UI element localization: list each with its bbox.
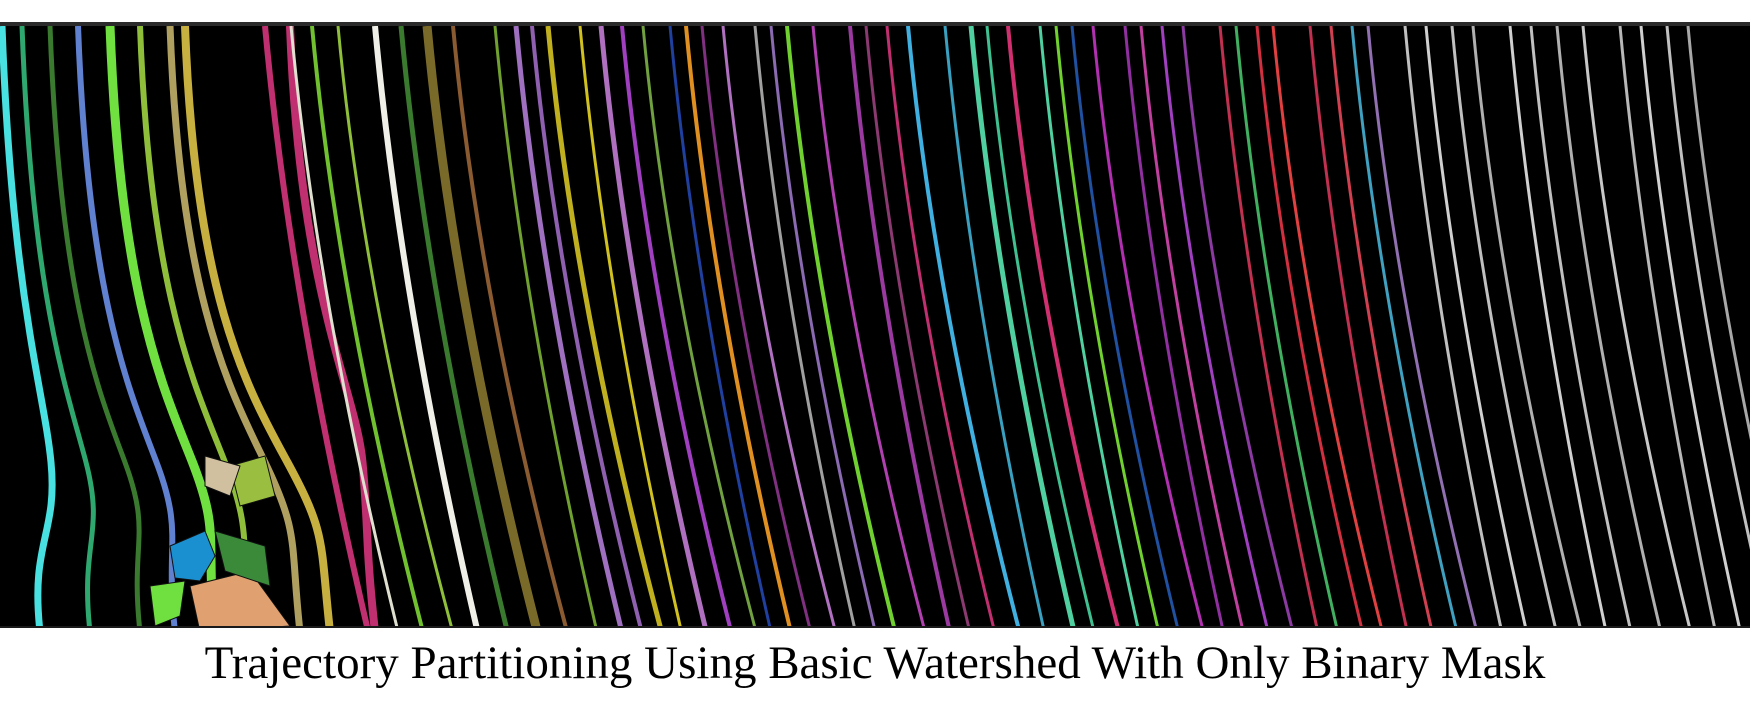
trajectory-line [1471,26,1582,626]
trajectory-curve [47,26,142,626]
trajectory-line [422,26,541,626]
trajectory-line [641,26,757,626]
trajectory-line [620,26,732,626]
trajectory-curve [166,26,303,626]
trajectory-line [1555,26,1661,626]
trajectory-line [1006,26,1120,626]
figure-caption: Trajectory Partitioning Using Basic Wate… [204,637,1546,689]
trajectory-line [1639,26,1741,626]
trajectory-line [1218,26,1319,626]
trajectory-line [398,26,509,626]
trajectory-line [906,26,1021,626]
trajectory-line [1070,26,1179,626]
trajectory-line [336,26,453,626]
watershed-region [169,530,216,582]
watershed-region [214,530,271,587]
trajectory-line [1329,26,1433,626]
trajectory-image [0,22,1750,628]
trajectory-line [1403,26,1503,626]
trajectory-line [1665,26,1750,550]
watershed-region [149,580,186,626]
trajectory-line [968,26,1076,626]
trajectory-line [700,26,811,626]
trajectory-line [1054,26,1159,626]
watershed-region [229,455,276,507]
trajectory-line [943,26,1045,626]
trajectory-line [1091,26,1204,626]
trajectory-line [598,26,708,626]
trajectory-line [753,26,856,626]
trajectory-line [372,26,480,626]
trajectory-line [1508,26,1607,626]
trajectory-line [1139,26,1244,626]
trajectory-line [1123,26,1224,626]
trajectory-line [1160,26,1269,626]
trajectory-line [1529,26,1632,626]
trajectory-line [769,26,876,626]
trajectory-line [513,26,623,626]
watershed-region [204,455,241,497]
trajectory-line [885,26,995,626]
trajectory-line [1255,26,1363,626]
trajectory-line [668,26,772,626]
trajectory-line [545,26,663,626]
trajectory-line [684,26,792,626]
trajectory-line [1181,26,1294,626]
trajectory-line [1234,26,1338,626]
trajectory-line [785,26,896,626]
trajectory-line [848,26,951,626]
trajectory-line [289,26,399,626]
trajectory-curve [0,26,56,626]
trajectory-line [451,26,568,626]
trajectory-line [1618,26,1716,626]
trajectory-line [1581,26,1691,626]
trajectory-line [1450,26,1557,626]
trajectory-line [985,26,1095,626]
trajectory-line [721,26,836,626]
trajectory-line [1271,26,1383,626]
trajectory-line [1308,26,1408,626]
trajectory-line [864,26,970,626]
trajectory-line [1424,26,1527,626]
trajectory-line [1366,26,1477,626]
trajectory-line [530,26,643,626]
trajectory-line [578,26,682,626]
trajectory-line [1686,26,1750,441]
trajectory-line [1038,26,1140,626]
watershed-trajectories [0,26,1750,626]
trajectory-curve [286,26,379,626]
trajectory-line [1350,26,1458,626]
trajectory-curve [181,26,334,626]
trajectory-curve [19,26,96,626]
watershed-region [189,570,291,626]
trajectory-line [262,26,370,626]
trajectory-line [811,26,926,626]
trajectory-line [493,26,598,626]
trajectory-line [310,26,424,626]
